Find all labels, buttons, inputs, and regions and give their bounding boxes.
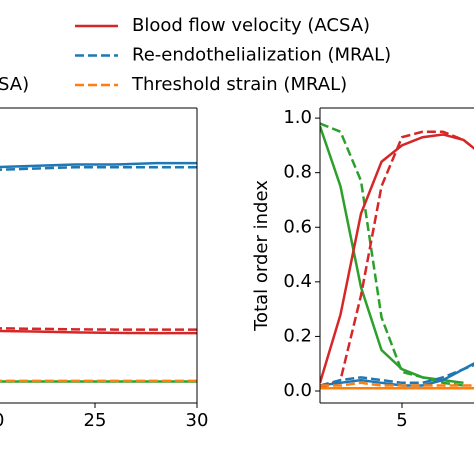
series-line [320, 122, 464, 387]
series-line [0, 327, 197, 331]
series-line [0, 329, 197, 335]
series-line [320, 130, 474, 390]
legend-label: Blood flow velocity (ACSA) [132, 15, 370, 36]
legend-label: Re-endothelialization (MRAL) [132, 45, 391, 66]
y-tick-label: 0.4 [283, 271, 312, 292]
series-line [320, 125, 464, 385]
series-line [320, 363, 474, 387]
plot-area [0, 161, 197, 383]
series-line [0, 161, 197, 169]
y-tick-label: 0.8 [283, 162, 312, 183]
x-tick-label: 30 [186, 410, 209, 431]
x-tick-label: 5 [396, 410, 407, 431]
x-tick-label: 20 [0, 410, 4, 431]
series-line [0, 165, 197, 171]
series-line [320, 381, 474, 387]
y-tick-label: 0.0 [283, 380, 312, 401]
legend-fragment: SA) [0, 74, 29, 95]
y-tick-label: 1.0 [283, 107, 312, 128]
y-axis-label: Total order index [251, 180, 272, 332]
y-tick-label: 0.2 [283, 325, 312, 346]
plot-area [320, 122, 474, 390]
y-tick-label: 0.6 [283, 216, 312, 237]
legend-label: Threshold strain (MRAL) [131, 74, 347, 95]
x-tick-label: 25 [84, 410, 107, 431]
series-line [320, 133, 474, 384]
